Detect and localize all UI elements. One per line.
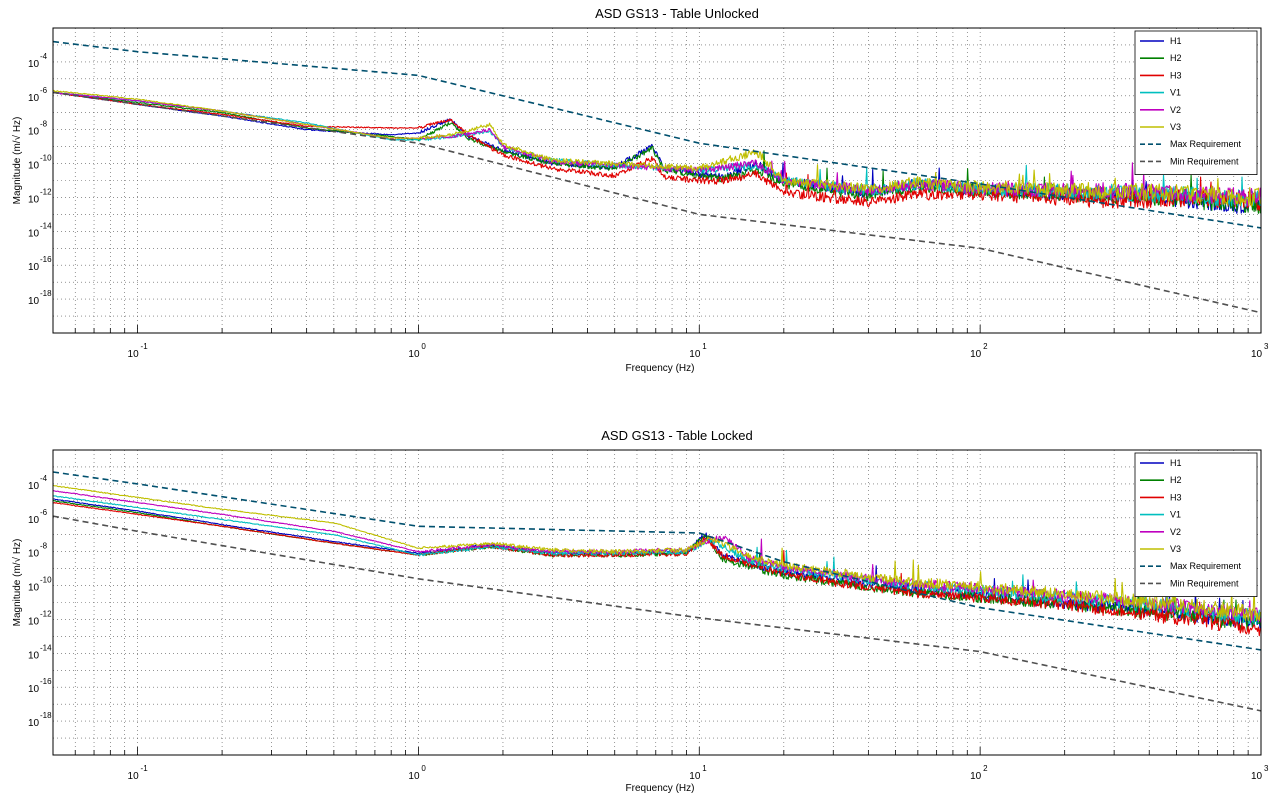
y-tick-label-base: 10: [28, 616, 40, 627]
legend-entry: H3: [1170, 492, 1182, 502]
series-line-v3: [53, 89, 1261, 207]
y-tick-label-exp: -14: [40, 221, 52, 230]
grid: [52, 28, 1262, 333]
legend-entry: Min Requirement: [1170, 156, 1239, 166]
x-axis-label: Frequency (Hz): [626, 363, 695, 374]
x-tick-label-exp: 1: [702, 764, 707, 773]
y-tick-label-exp: -6: [40, 86, 48, 95]
series-line-v3: [53, 484, 1261, 622]
y-tick-label-base: 10: [28, 515, 40, 526]
series-line-h1: [53, 498, 1261, 630]
y-tick-label-base: 10: [28, 127, 40, 138]
legend-entry: Max Requirement: [1170, 561, 1242, 571]
legend-entry: H2: [1170, 53, 1182, 63]
legend-entry: H1: [1170, 36, 1182, 46]
legend-box: [1134, 452, 1258, 598]
plot-table-unlocked: ASD GS13 - Table Unlocked Frequency (Hz) M…: [11, 6, 1269, 374]
x-tick-label-exp: -1: [141, 764, 149, 773]
y-tick-label-exp: -16: [40, 677, 52, 686]
legend-entry: V3: [1170, 122, 1181, 132]
legend: H1 H2 H3 V1 V2 V3 Max Requirement Min Requireme…: [1134, 30, 1258, 176]
x-tick-label-base: 10: [970, 771, 982, 782]
plot-table-locked: ASD GS13 - Table Locked Frequency (Hz) Mag…: [11, 428, 1269, 794]
legend-entry: V2: [1170, 105, 1181, 115]
y-tick-label-exp: -12: [40, 609, 52, 618]
y-tick-label-exp: -14: [40, 643, 52, 652]
series-group: [53, 471, 1261, 712]
y-tick-label-base: 10: [28, 59, 40, 70]
y-tick-label-base: 10: [28, 549, 40, 560]
legend-entry: H3: [1170, 70, 1182, 80]
legend-entry: V2: [1170, 527, 1181, 537]
y-tick-label-base: 10: [28, 194, 40, 205]
series-line-min-requirement: [53, 91, 1261, 314]
y-axis-label: Magnitude (m/√ Hz): [11, 117, 23, 205]
y-tick-label-base: 10: [28, 228, 40, 239]
x-tick-label-exp: 3: [1264, 764, 1269, 773]
y-tick-label-base: 10: [28, 262, 40, 273]
y-tick-label-exp: -8: [40, 542, 48, 551]
x-tick-label-exp: 3: [1264, 342, 1269, 351]
y-tick-label-exp: -10: [40, 576, 52, 585]
x-tick-label-exp: 2: [983, 764, 988, 773]
chart-title: ASD GS13 - Table Unlocked: [595, 6, 759, 21]
y-tick-label-exp: -18: [40, 711, 52, 720]
legend: H1 H2 H3 V1 V2 V3 Max Requirement Min Requireme…: [1134, 452, 1258, 598]
x-tick-label-base: 10: [689, 349, 701, 360]
legend-entry: Min Requirement: [1170, 578, 1239, 588]
x-tick-label-exp: 0: [421, 764, 426, 773]
legend-entry: V1: [1170, 510, 1181, 520]
y-tick-label-exp: -16: [40, 255, 52, 264]
y-tick-label-exp: -12: [40, 187, 52, 196]
x-tick-label-exp: 1: [702, 342, 707, 351]
x-axis-label: Frequency (Hz): [626, 783, 695, 794]
x-tick-label-exp: 2: [983, 342, 988, 351]
x-tick-label-base: 10: [408, 349, 420, 360]
legend-entry: V1: [1170, 88, 1181, 98]
x-tick-label-base: 10: [970, 349, 982, 360]
y-tick-label-exp: -4: [40, 474, 48, 483]
legend-entry: Max Requirement: [1170, 139, 1242, 149]
axes-box: [52, 449, 1262, 756]
x-tick-label-base: 10: [128, 771, 140, 782]
y-tick-label-exp: -8: [40, 120, 48, 129]
y-axis-label: Magnitude (m/√ Hz): [11, 539, 23, 627]
legend-box: [1134, 30, 1258, 176]
y-tick-label-base: 10: [28, 93, 40, 104]
axes-box: [52, 27, 1262, 334]
y-tick-label-exp: -10: [40, 154, 52, 163]
series-line-max-requirement: [53, 40, 1261, 229]
legend-entry: H2: [1170, 475, 1182, 485]
y-tick-label-base: 10: [28, 684, 40, 695]
y-tick-label-base: 10: [28, 650, 40, 661]
y-tick-label-exp: -4: [40, 52, 48, 61]
x-tick-label-base: 10: [689, 771, 701, 782]
legend-entry: H1: [1170, 458, 1182, 468]
y-tick-label-base: 10: [28, 161, 40, 172]
x-tick-label-base: 10: [1251, 771, 1263, 782]
y-tick-label-base: 10: [28, 583, 40, 594]
y-tick-label-base: 10: [28, 718, 40, 729]
x-tick-label-exp: -1: [141, 342, 149, 351]
y-tick-label-exp: -6: [40, 508, 48, 517]
y-tick-label-base: 10: [28, 296, 40, 307]
legend-entry: V3: [1170, 544, 1181, 554]
series-group: [53, 40, 1261, 314]
y-tick-label-base: 10: [28, 481, 40, 492]
x-tick-label-base: 10: [128, 349, 140, 360]
x-tick-label-exp: 0: [421, 342, 426, 351]
y-tick-label-exp: -18: [40, 289, 52, 298]
x-tick-label-base: 10: [408, 771, 420, 782]
x-tick-label-base: 10: [1251, 349, 1263, 360]
series-line-min-requirement: [53, 515, 1261, 712]
series-line-max-requirement: [53, 471, 1261, 651]
chart-title: ASD GS13 - Table Locked: [601, 428, 753, 443]
